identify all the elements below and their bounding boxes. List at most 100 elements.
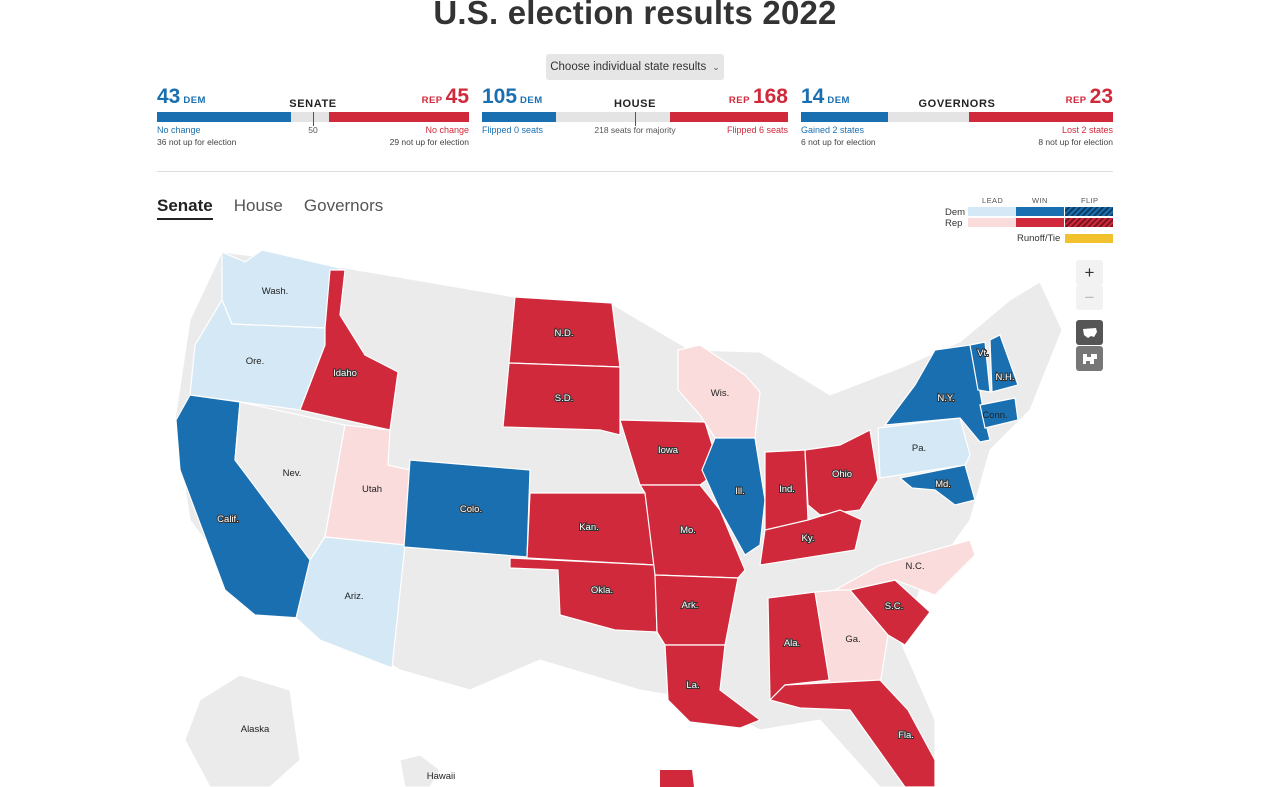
label-ga: Ga. — [845, 634, 860, 645]
label-nh: N.H. — [996, 372, 1015, 383]
label-il: Ill. — [735, 486, 745, 497]
state-vt[interactable] — [969, 341, 991, 393]
governors-rep-count: REP 23 — [1065, 85, 1113, 108]
senate-summary: 43 DEM SENATE REP 45 No change 50 No chang… — [157, 86, 469, 154]
label-la: La. — [686, 680, 699, 691]
senate-bar — [157, 112, 469, 126]
legend-rep-lead-swatch — [968, 218, 1016, 227]
label-ct: Conn. — [982, 410, 1007, 421]
label-ut: Utah — [362, 484, 382, 495]
house-dem-count: 105 DEM — [482, 85, 543, 108]
page-title: U.S. election results 2022 — [433, 0, 837, 31]
zoom-in-button[interactable]: + — [1076, 260, 1103, 285]
state-la[interactable] — [664, 644, 762, 729]
label-sd: S.D. — [555, 393, 573, 404]
state-al[interactable] — [767, 591, 831, 702]
state-mo[interactable] — [638, 484, 746, 579]
senate-dem-change: No change — [157, 125, 201, 135]
senate-majority-label: 50 — [308, 125, 318, 135]
senate-rep-not-up: 29 not up for election — [389, 137, 469, 147]
extra-state-fragment — [660, 770, 694, 787]
legend-runoff-label: Runoff/Tie — [1017, 233, 1061, 244]
label-nd: N.D. — [555, 328, 574, 339]
legend-dem-flip-swatch — [1065, 207, 1113, 216]
legend-rep-flip-swatch — [1065, 218, 1113, 227]
us-map: Wash. Ore. Calif. Idaho Nev. Utah Ariz. … — [160, 240, 1080, 787]
label-ok: Okla. — [591, 585, 613, 596]
house-majority-marker — [635, 112, 636, 126]
state-sd[interactable] — [502, 362, 621, 436]
senate-rep-bar — [328, 112, 469, 122]
house-dem-change: Flipped 0 seats — [482, 125, 544, 135]
governors-title: GOVERNORS — [918, 98, 996, 110]
state-ky[interactable] — [759, 509, 863, 566]
legend-dem-label: Dem — [945, 207, 966, 218]
tab-senate[interactable]: Senate — [157, 196, 213, 220]
label-sc: S.C. — [885, 601, 903, 612]
label-or: Ore. — [246, 356, 264, 367]
alaska-shape — [184, 674, 301, 787]
label-fl: Fla. — [898, 730, 914, 741]
governors-dem-change: Gained 2 states — [801, 125, 865, 135]
legend-runoff-swatch — [1065, 234, 1113, 243]
senate-dem-bar — [157, 112, 292, 122]
label-az: Ariz. — [345, 591, 364, 602]
cartogram-view-button[interactable] — [1076, 346, 1103, 371]
label-ca: Calif. — [217, 514, 239, 525]
label-ar: Ark. — [682, 600, 699, 611]
label-al: Ala. — [784, 638, 800, 649]
label-wa: Wash. — [262, 286, 289, 297]
state-nh[interactable] — [989, 334, 1019, 393]
house-rep-bar — [669, 112, 788, 122]
label-md: Md. — [935, 479, 951, 490]
house-majority-label: 218 seats for majority — [594, 125, 676, 135]
state-nc[interactable] — [832, 539, 976, 596]
house-rep-change: Flipped 6 seats — [726, 125, 788, 135]
state-oh[interactable] — [804, 429, 879, 516]
governors-rep-change: Lost 2 states — [1061, 125, 1113, 135]
legend-lead-header: LEAD — [982, 196, 1004, 205]
tab-governors[interactable]: Governors — [303, 196, 384, 215]
label-hi: Hawaii — [427, 771, 456, 782]
house-title: HOUSE — [613, 98, 657, 110]
label-mo: Mo. — [680, 525, 696, 536]
governors-rep-bar — [969, 112, 1113, 122]
label-ia: Iowa — [658, 445, 679, 456]
label-wi: Wis. — [711, 388, 729, 399]
hawaii-shape — [399, 754, 441, 787]
chevron-down-icon: ⌄ — [712, 61, 720, 72]
minus-icon: − — [1084, 287, 1095, 307]
state-az[interactable] — [295, 536, 406, 669]
plus-icon: + — [1084, 262, 1095, 282]
governors-dem-not-up: 6 not up for election — [801, 137, 876, 147]
label-nc: N.C. — [906, 561, 925, 572]
senate-title: SENATE — [289, 98, 337, 110]
divider — [157, 171, 1113, 172]
zoom-out-button[interactable]: − — [1076, 285, 1103, 310]
legend-rep-label: Rep — [945, 218, 963, 229]
senate-rep-count: REP 45 — [421, 85, 469, 108]
us-map-icon — [1082, 327, 1097, 338]
senate-majority-marker — [313, 112, 314, 126]
governors-dem-bar — [801, 112, 889, 122]
governors-dem-count: 14 DEM — [801, 85, 850, 108]
legend-dem-win-swatch — [1016, 207, 1064, 216]
state-id[interactable] — [299, 269, 399, 431]
label-id: Idaho — [333, 368, 357, 379]
state-results-dropdown[interactable]: Choose individual state results ⌄ — [546, 54, 724, 80]
senate-dem-count: 43 DEM — [157, 85, 206, 108]
tab-house[interactable]: House — [233, 196, 283, 215]
label-co: Colo. — [460, 504, 482, 515]
race-tabs: Senate House Governors — [157, 196, 383, 220]
state-md[interactable] — [898, 464, 976, 506]
label-nv: Nev. — [283, 468, 302, 479]
state-ct[interactable] — [979, 397, 1019, 429]
label-ks: Kan. — [579, 522, 599, 533]
us-map-view-button[interactable] — [1076, 320, 1103, 345]
state-ny[interactable] — [883, 344, 991, 443]
state-il[interactable] — [701, 437, 766, 556]
senate-rep-change: No change — [425, 125, 469, 135]
governors-summary: 14 DEM GOVERNORS REP 23 Gained 2 states Lo… — [801, 86, 1113, 154]
state-fl[interactable] — [768, 679, 936, 787]
cartogram-icon — [1082, 353, 1097, 364]
